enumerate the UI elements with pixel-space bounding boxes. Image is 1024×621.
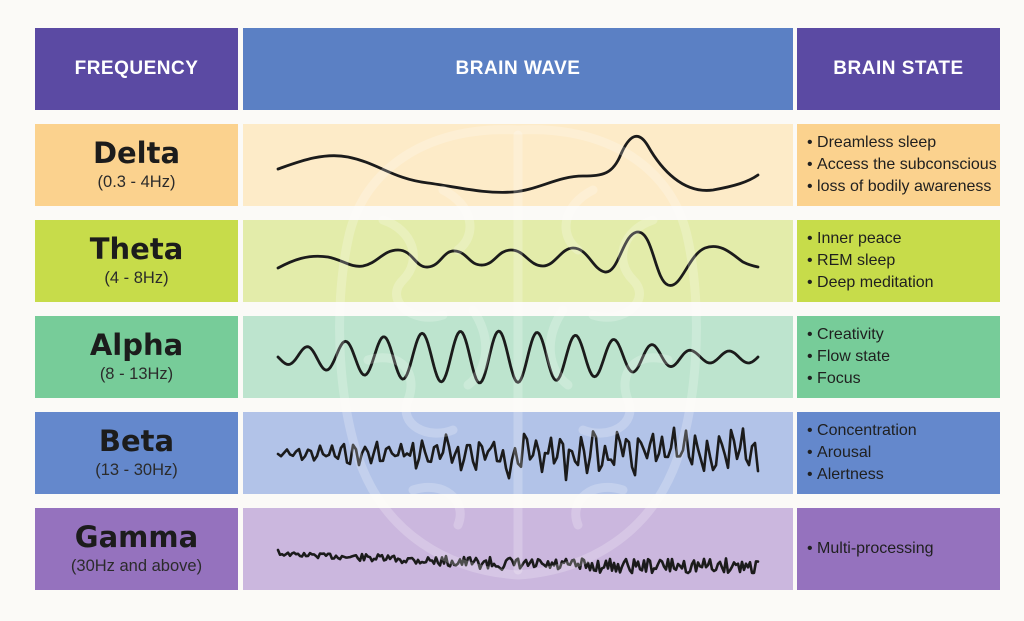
state-item: loss of bodily awareness xyxy=(807,176,1000,198)
state-item: REM sleep xyxy=(807,250,1000,272)
header-frequency-label: FREQUENCY xyxy=(74,58,199,79)
beta-wave xyxy=(276,426,760,482)
frequency-cell-beta: Beta (13 - 30Hz) xyxy=(35,412,238,494)
frequency-name: Delta xyxy=(92,135,181,170)
state-item: Dreamless sleep xyxy=(807,132,1000,154)
frequency-name: Gamma xyxy=(74,519,199,554)
header-frequency: FREQUENCY xyxy=(35,28,238,110)
state-item: Multi-processing xyxy=(807,538,1000,560)
frequency-cell-theta: Theta (4 - 8Hz) xyxy=(35,220,238,302)
frequency-name: Alpha xyxy=(89,327,184,362)
frequency-cell-gamma: Gamma (30Hz and above) xyxy=(35,508,238,590)
header-brain-wave-label: BRAIN WAVE xyxy=(455,58,581,79)
frequency-range: (4 - 8Hz) xyxy=(104,269,169,288)
wave-cell-beta xyxy=(243,412,793,494)
frequency-name: Theta xyxy=(89,231,184,266)
state-item: Arousal xyxy=(807,442,1000,464)
state-item: Inner peace xyxy=(807,228,1000,250)
state-cell-gamma: Multi-processing xyxy=(797,508,1000,590)
gamma-wave xyxy=(276,548,760,575)
frequency-cell-alpha: Alpha (8 - 13Hz) xyxy=(35,316,238,398)
state-item: Alertness xyxy=(807,464,1000,486)
wave-cell-alpha xyxy=(243,316,793,398)
wave-cell-delta xyxy=(243,124,793,206)
state-item: Concentration xyxy=(807,420,1000,442)
state-cell-theta: Inner peace REM sleep Deep meditation xyxy=(797,220,1000,302)
delta-wave xyxy=(276,134,760,194)
state-item: Flow state xyxy=(807,346,1000,368)
frequency-range: (8 - 13Hz) xyxy=(99,365,174,384)
state-item: Deep meditation xyxy=(807,272,1000,294)
theta-wave xyxy=(276,230,760,287)
frequency-cell-delta: Delta (0.3 - 4Hz) xyxy=(35,124,238,206)
header-brain-wave: BRAIN WAVE xyxy=(243,28,793,110)
frequency-name: Beta xyxy=(98,423,175,458)
header-brain-state-label: BRAIN STATE xyxy=(833,58,964,79)
state-item: Creativity xyxy=(807,324,1000,346)
frequency-range: (0.3 - 4Hz) xyxy=(97,173,176,192)
wave-cell-gamma xyxy=(243,508,793,590)
frequency-range: (13 - 30Hz) xyxy=(95,461,178,480)
wave-cell-theta xyxy=(243,220,793,302)
frequency-range: (30Hz and above) xyxy=(70,557,203,576)
state-cell-beta: Concentration Arousal Alertness xyxy=(797,412,1000,494)
state-item: Access the subconscious xyxy=(807,154,1000,176)
alpha-wave xyxy=(276,329,760,385)
header-brain-state: BRAIN STATE xyxy=(797,28,1000,110)
state-item: Focus xyxy=(807,368,1000,390)
state-cell-delta: Dreamless sleep Access the subconscious … xyxy=(797,124,1000,206)
state-cell-alpha: Creativity Flow state Focus xyxy=(797,316,1000,398)
